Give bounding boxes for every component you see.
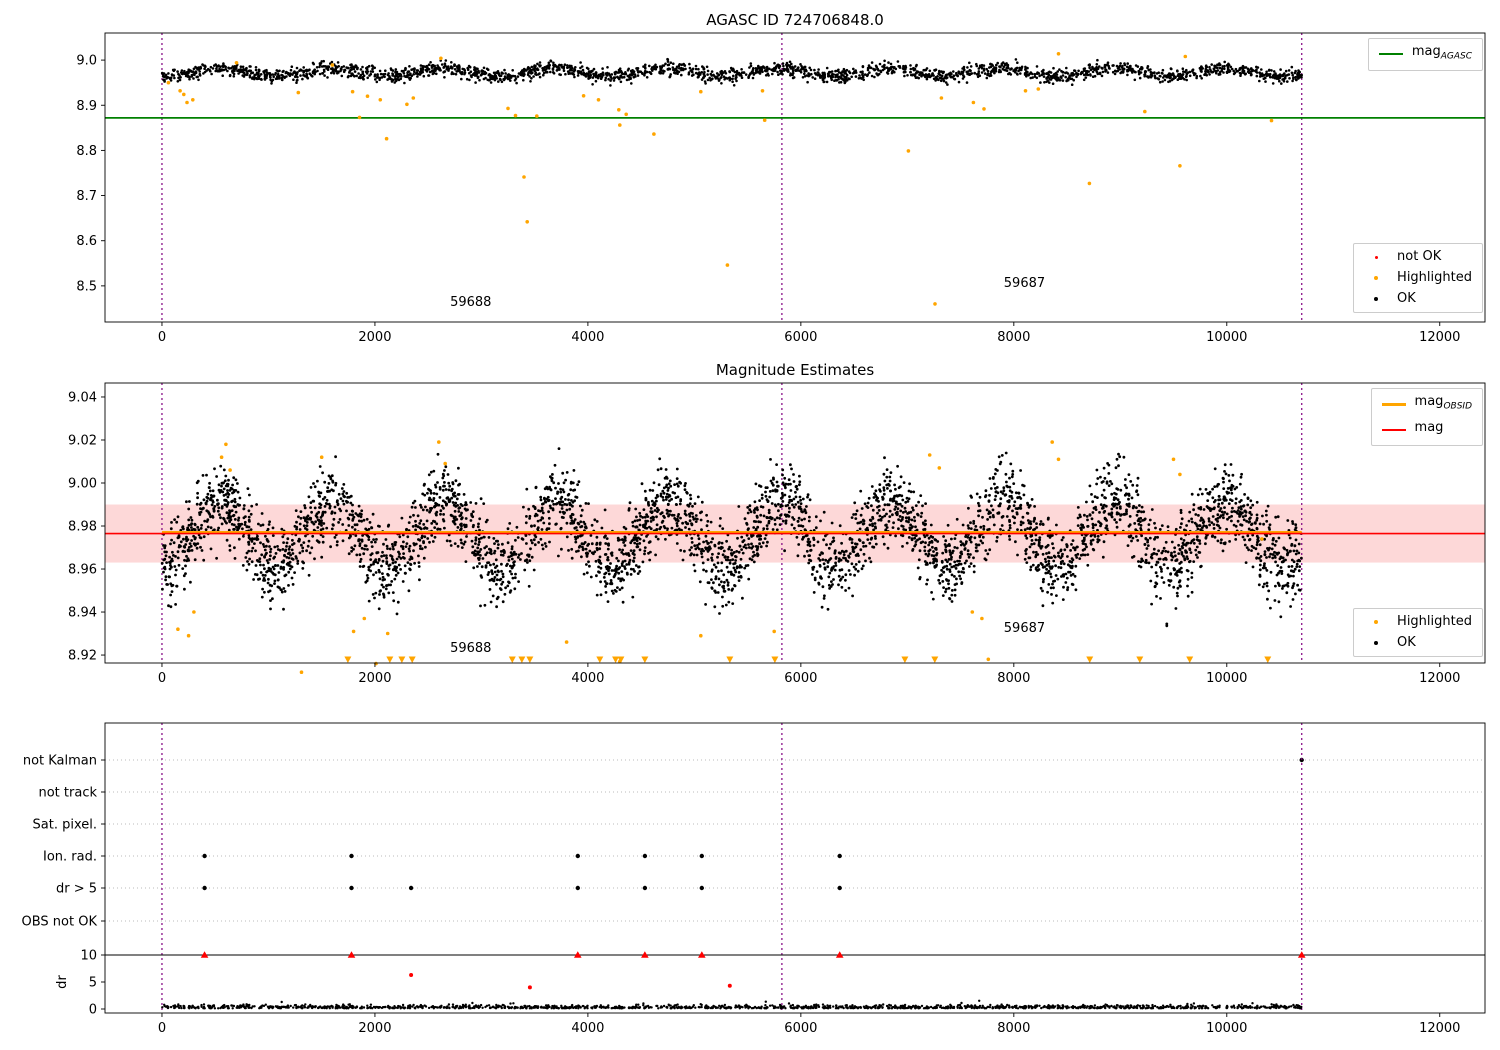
clipped-low-markers (344, 656, 1272, 663)
plot1-title: AGASC ID 724706848.0 (706, 11, 884, 29)
obsid-annotation: 59688 (450, 641, 491, 656)
obsid-boundary-vlines (161, 383, 1303, 663)
flag-gridlines (101, 759, 1485, 922)
dr-not-ok-markers (200, 951, 1306, 990)
svg-text:8.8: 8.8 (76, 144, 97, 159)
x-ticks: 0 2000 4000 6000 8000 10000 12000 (158, 663, 1460, 686)
svg-text:8.7: 8.7 (76, 189, 97, 204)
x-ticks: 0 2000 4000 6000 8000 10000 12000 (158, 322, 1460, 345)
legend-label-mag-agasc: magAGASC (1411, 44, 1472, 62)
legend-mag-agasc: magAGASC (1367, 38, 1483, 71)
legend-label-ok: OK (1397, 291, 1416, 306)
svg-text:12000: 12000 (1419, 330, 1460, 345)
legend-plot1-markers: not OK Highlighted OK (1353, 243, 1483, 313)
y-ticks: 8.5 8.6 8.7 8.8 8.9 9.0 (76, 54, 105, 294)
legend-plot2-lines: magOBSID mag (1370, 388, 1483, 447)
obsid-annotation: 59687 (1004, 621, 1045, 636)
y-ticks: 8.928.948.968.989.009.029.04 (68, 390, 105, 664)
axes-frame (104, 722, 1486, 1014)
legend-label-mag-obsid: magOBSID (1414, 394, 1472, 412)
legend-label-not-ok: not OK (1397, 249, 1442, 264)
svg-text:8000: 8000 (997, 330, 1030, 345)
axes-frame (104, 382, 1486, 664)
obsid-annotation: 59687 (1004, 276, 1045, 291)
svg-text:8.9: 8.9 (76, 99, 97, 114)
legend-entry-ok: OK (1364, 291, 1472, 307)
legend-entry-ok-2: OK (1364, 635, 1472, 651)
highlighted-scatter (176, 440, 1264, 674)
svg-text:4000: 4000 (571, 330, 604, 345)
legend-entry-mag-agasc: magAGASC (1378, 44, 1472, 65)
legend-entry-highlighted: Highlighted (1364, 270, 1472, 286)
svg-text:8.5: 8.5 (76, 279, 97, 294)
legend-label-mag: mag (1414, 419, 1444, 435)
svg-text:10000: 10000 (1206, 330, 1247, 345)
not-ok-dot-icon (1364, 255, 1388, 259)
dr-axis-label: dr (55, 975, 70, 989)
axes-frame (104, 32, 1486, 323)
highlighted-scatter (166, 52, 1274, 306)
svg-text:9.0: 9.0 (76, 54, 97, 69)
dr-scatter (161, 999, 1303, 1010)
ok-dot-icon (1364, 297, 1388, 301)
legend-plot2-markers: Highlighted OK (1353, 608, 1483, 657)
obsid-boundary-vlines (161, 33, 1303, 322)
orange-line-marker (1381, 402, 1406, 406)
ok-scatter (160, 57, 1303, 87)
svg-text:6000: 6000 (784, 330, 817, 345)
flag-dots (202, 757, 1304, 891)
legend-entry-mag: mag (1381, 419, 1472, 441)
ok-dot-icon (1364, 641, 1388, 645)
legend-label-ok-2: OK (1397, 635, 1416, 650)
plot2-title: Magnitude Estimates (715, 361, 875, 379)
legend-entry-mag-obsid: magOBSID (1381, 394, 1472, 415)
obsid-boundary-vlines (161, 723, 1303, 1013)
svg-text:8.6: 8.6 (76, 234, 97, 249)
legend-entry-highlighted-2: Highlighted (1364, 614, 1472, 630)
svg-text:0: 0 (158, 330, 166, 345)
legend-label-highlighted-2: Highlighted (1397, 614, 1472, 629)
x-ticks: 0 2000 4000 6000 8000 10000 12000 (158, 1013, 1460, 1036)
svg-text:2000: 2000 (358, 330, 391, 345)
highlighted-dot-icon (1364, 276, 1388, 280)
obsid-annotation: 59688 (450, 295, 491, 310)
legend-label-highlighted: Highlighted (1397, 270, 1472, 285)
red-line-marker (1381, 428, 1406, 431)
green-line-marker (1378, 53, 1403, 56)
legend-entry-not-ok: not OK (1364, 249, 1472, 265)
highlighted-dot-icon (1364, 620, 1388, 624)
